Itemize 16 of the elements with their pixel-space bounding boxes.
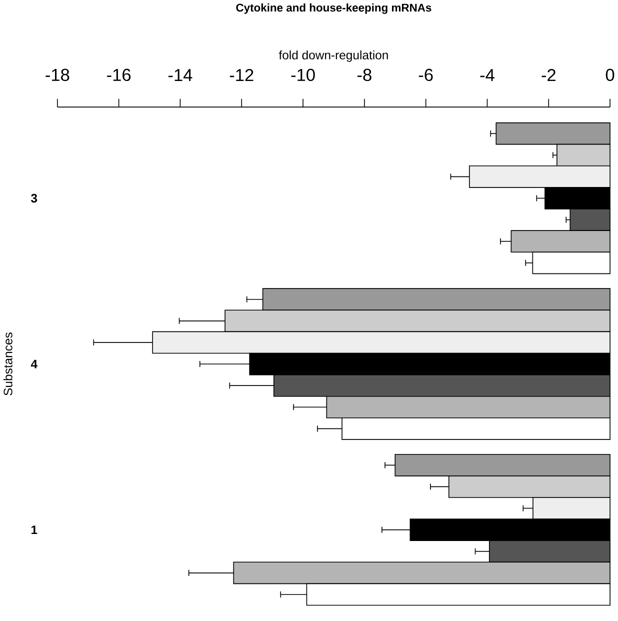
x-tick-label: -18 [46, 68, 70, 82]
y-tick-label: 4 [30, 360, 38, 368]
y-axis-title: Substances [3, 332, 12, 396]
x-tick-label: -14 [168, 69, 192, 82]
x-tick-label: -4 [480, 69, 494, 82]
x-tick-label: -10 [291, 68, 315, 82]
x-axis-title: fold down-regulation [278, 50, 388, 62]
x-tick-label: -2 [542, 68, 556, 82]
x-tick-label: -16 [106, 68, 130, 82]
x-tick-label: 0 [606, 68, 614, 82]
chart-title: Cytokine and house-keeping mRNAs [236, 3, 432, 14]
y-tick-label: 1 [31, 526, 38, 534]
y-tick-label: 3 [30, 194, 37, 203]
x-tick-label: -6 [418, 68, 433, 82]
x-tick-label: -12 [230, 68, 254, 82]
x-tick-label: -8 [357, 68, 372, 82]
